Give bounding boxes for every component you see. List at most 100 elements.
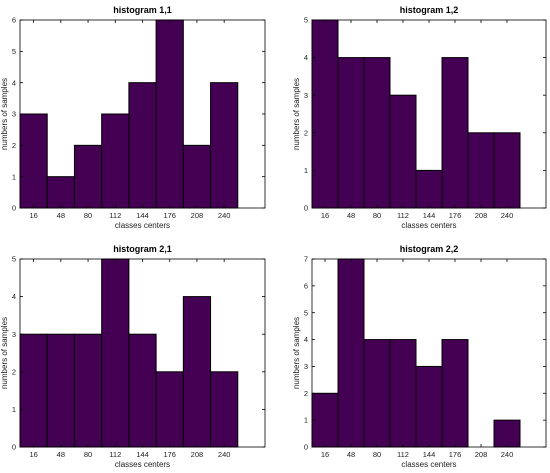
y-tick-label: 5 xyxy=(12,47,16,56)
y-tick-label: 0 xyxy=(304,443,308,452)
x-tick-label: 176 xyxy=(163,211,176,220)
histogram-bar xyxy=(155,371,184,448)
x-axis-label: classes centers xyxy=(115,460,170,469)
x-tick-label: 80 xyxy=(373,450,381,459)
y-axis-label: numbers of samples xyxy=(0,317,9,389)
y-tick-label: 5 xyxy=(304,308,308,317)
x-tick-label: 240 xyxy=(218,211,231,220)
histogram-bar xyxy=(493,419,521,448)
x-tick-label: 144 xyxy=(136,211,149,220)
histogram-bar xyxy=(311,392,339,448)
y-tick-label: 7 xyxy=(304,255,308,264)
x-tick-label: 48 xyxy=(57,211,65,220)
y-tick-label: 0 xyxy=(12,443,16,452)
y-axis-label: numbers of samples xyxy=(0,78,9,150)
histogram-panel-2: 0 1 2 3 4 5 16 48 80 112 144 176 208 240 histogram 1,2… xyxy=(292,5,547,230)
y-tick-label: 1 xyxy=(12,405,16,414)
x-tick-label: 80 xyxy=(84,450,92,459)
histogram-bar xyxy=(467,132,495,209)
histogram-panel-1: 0 1 2 3 4 5 6 16 48 80 112 144 176 208 240 histogram 1,… xyxy=(0,5,266,230)
y-tick-label: 6 xyxy=(12,16,16,25)
histogram-bar xyxy=(363,57,391,209)
histogram-panel-3: 0 1 2 3 4 5 16 48 80 112 144 176 208 240 histogram 2,1… xyxy=(0,244,266,469)
x-tick-label: 176 xyxy=(449,450,462,459)
chart-title: histogram 1,2 xyxy=(400,5,459,15)
x-tick-label: 112 xyxy=(397,211,409,220)
y-tick-label: 4 xyxy=(12,292,16,301)
x-tick-label: 144 xyxy=(423,450,436,459)
histogram-bar xyxy=(389,94,417,209)
y-tick-label: 2 xyxy=(304,128,308,137)
histogram-bar xyxy=(493,132,521,209)
y-axis-label: numbers of samples xyxy=(292,78,301,150)
histogram-bar xyxy=(128,333,157,448)
y-tick-label: 5 xyxy=(304,16,308,25)
histogram-bar xyxy=(182,296,212,448)
chart-title: histogram 2,1 xyxy=(113,244,172,254)
histogram-bar xyxy=(415,169,443,209)
histogram-bar xyxy=(441,57,469,209)
y-tick-label: 2 xyxy=(12,367,16,376)
histogram-bar xyxy=(182,144,212,209)
x-tick-label: 48 xyxy=(347,211,355,220)
histogram-bar xyxy=(101,258,130,448)
x-axis-label: classes centers xyxy=(115,221,170,230)
y-tick-label: 3 xyxy=(12,110,16,119)
chart-title: histogram 1,1 xyxy=(113,5,172,15)
x-tick-label: 176 xyxy=(163,450,176,459)
histogram-bar xyxy=(363,339,391,448)
x-tick-label: 16 xyxy=(29,450,37,459)
histogram-bar xyxy=(210,82,239,209)
x-tick-label: 112 xyxy=(109,450,121,459)
histogram-bar xyxy=(311,19,339,209)
y-tick-label: 0 xyxy=(304,204,308,213)
histogram-bar xyxy=(19,113,48,209)
x-tick-label: 48 xyxy=(347,450,355,459)
x-tick-label: 16 xyxy=(321,450,329,459)
x-tick-label: 208 xyxy=(475,450,488,459)
y-tick-label: 2 xyxy=(12,141,16,150)
histogram-bar xyxy=(210,371,239,448)
y-tick-label: 4 xyxy=(304,53,308,62)
histogram-bar xyxy=(337,57,365,209)
histogram-bar xyxy=(415,365,443,448)
x-tick-label: 144 xyxy=(423,211,436,220)
y-tick-label: 4 xyxy=(304,335,308,344)
histogram-bar xyxy=(337,258,365,448)
y-tick-label: 2 xyxy=(304,389,308,398)
x-tick-label: 208 xyxy=(191,211,204,220)
histogram-bar xyxy=(73,144,103,209)
x-tick-label: 80 xyxy=(373,211,381,220)
histogram-bar xyxy=(101,113,130,209)
y-tick-label: 3 xyxy=(12,330,16,339)
x-tick-label: 176 xyxy=(449,211,462,220)
y-tick-label: 1 xyxy=(304,416,308,425)
y-tick-label: 1 xyxy=(12,172,16,181)
x-tick-label: 80 xyxy=(84,211,92,220)
x-tick-label: 144 xyxy=(136,450,149,459)
x-tick-label: 240 xyxy=(501,211,514,220)
y-tick-label: 3 xyxy=(304,362,308,371)
y-tick-label: 1 xyxy=(304,166,308,175)
x-axis-label: classes centers xyxy=(401,221,456,230)
histogram-bar xyxy=(128,82,157,209)
x-tick-label: 112 xyxy=(109,211,121,220)
histogram-bar xyxy=(441,339,469,448)
y-tick-label: 4 xyxy=(12,78,16,87)
x-axis-label: classes centers xyxy=(401,460,456,469)
y-axis-label: numbers of samples xyxy=(292,317,301,389)
histogram-bar xyxy=(73,333,103,448)
y-tick-label: 3 xyxy=(304,91,308,100)
x-tick-label: 240 xyxy=(501,450,514,459)
x-tick-label: 48 xyxy=(57,450,65,459)
x-tick-label: 208 xyxy=(191,450,204,459)
histogram-panel-4: 0 1 2 3 4 5 6 7 16 48 80 112 144 176 208 240 histogram 2… xyxy=(292,244,547,469)
histogram-bar xyxy=(19,333,48,448)
x-tick-label: 208 xyxy=(475,211,488,220)
histogram-bar xyxy=(389,339,417,448)
histogram-bar xyxy=(46,176,75,209)
y-tick-label: 0 xyxy=(12,204,16,213)
y-tick-label: 6 xyxy=(304,281,308,290)
x-tick-label: 16 xyxy=(321,211,329,220)
